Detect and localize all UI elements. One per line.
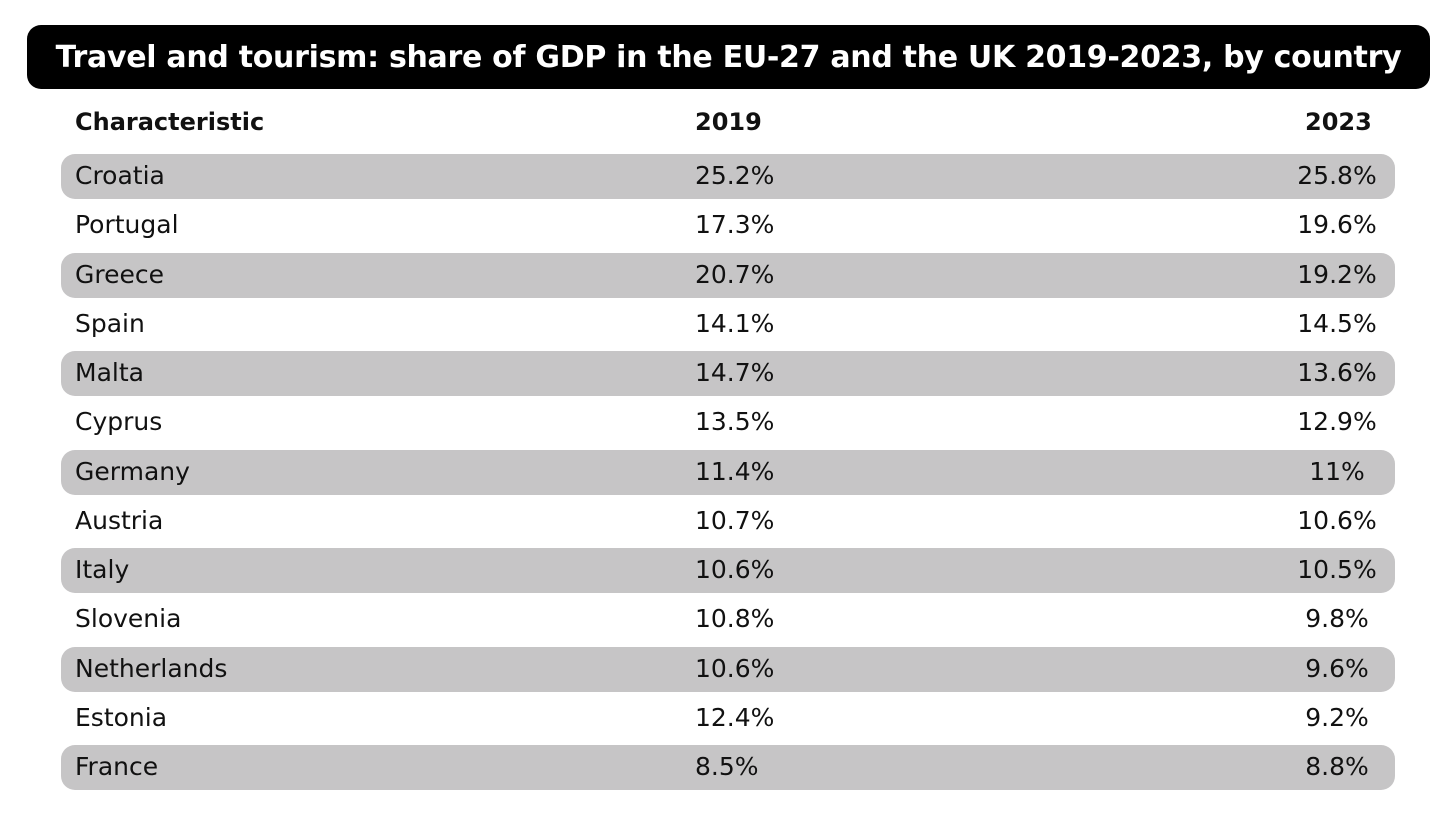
table-row: Spain 14.1% 14.5% (61, 302, 1395, 347)
country-name: Spain (75, 308, 145, 338)
country-name: Croatia (75, 161, 165, 190)
value-2019: 8.5% (695, 752, 759, 781)
country-name: Greece (75, 259, 164, 289)
value-2023: 19.2% (1297, 259, 1377, 289)
value-2023: 10.5% (1297, 555, 1377, 584)
value-2023: 13.6% (1297, 358, 1377, 387)
column-header-2023: 2023 (1305, 108, 1372, 136)
table-row: Slovenia 10.8% 9.8% (61, 597, 1395, 642)
country-name: Estonia (75, 702, 168, 732)
value-2023: 10.6% (1297, 505, 1377, 535)
column-header-2019: 2019 (695, 108, 762, 136)
value-2023: 11% (1309, 456, 1365, 486)
country-name: Slovenia (75, 604, 182, 634)
country-name: Italy (75, 555, 130, 584)
title-bar: Travel and tourism: share of GDP in the … (27, 25, 1430, 89)
table-row: France 8.5% 8.8% (61, 745, 1395, 790)
value-2019: 11.4% (695, 456, 775, 486)
value-2023: 14.5% (1297, 308, 1377, 338)
value-2019: 14.7% (695, 358, 775, 387)
country-name: France (75, 752, 159, 781)
table-row: Croatia 25.2% 25.8% (61, 154, 1395, 199)
value-2023: 9.2% (1305, 702, 1369, 732)
value-2019: 10.7% (695, 505, 775, 535)
table-row: Portugal 17.3% 19.6% (61, 203, 1395, 248)
country-name: Malta (75, 358, 144, 387)
value-2019: 10.6% (695, 653, 775, 683)
chart-title: Travel and tourism: share of GDP in the … (55, 39, 1402, 75)
country-name: Netherlands (75, 653, 228, 683)
value-2019: 17.3% (695, 210, 775, 240)
value-2019: 13.5% (695, 407, 775, 437)
table-row: Estonia 12.4% 9.2% (61, 696, 1395, 741)
table-row: Greece 20.7% 19.2% (61, 252, 1395, 298)
value-2019: 10.6% (695, 555, 775, 584)
table-row: Netherlands 10.6% 9.6% (61, 646, 1395, 692)
table-body: Croatia 25.2% 25.8% Portugal 17.3% 19.6%… (61, 154, 1395, 794)
table-row: Malta 14.7% 13.6% (61, 351, 1395, 396)
value-2023: 8.8% (1305, 752, 1369, 781)
value-2023: 25.8% (1297, 161, 1377, 190)
value-2019: 10.8% (695, 604, 775, 634)
table-row: Cyprus 13.5% 12.9% (61, 400, 1395, 445)
value-2023: 9.6% (1305, 653, 1369, 683)
value-2023: 9.8% (1305, 604, 1369, 634)
table-header: Characteristic 2019 2023 (61, 100, 1395, 144)
table-row: Austria 10.7% 10.6% (61, 499, 1395, 544)
table-row: Germany 11.4% 11% (61, 449, 1395, 495)
country-name: Austria (75, 505, 164, 535)
value-2019: 12.4% (695, 702, 775, 732)
column-header-characteristic: Characteristic (75, 108, 265, 136)
value-2019: 14.1% (695, 308, 775, 338)
country-name: Germany (75, 456, 190, 486)
table-row: Italy 10.6% 10.5% (61, 548, 1395, 593)
country-name: Cyprus (75, 407, 163, 437)
value-2019: 25.2% (695, 161, 775, 190)
country-name: Portugal (75, 210, 179, 240)
value-2023: 19.6% (1297, 210, 1377, 240)
value-2023: 12.9% (1297, 407, 1377, 437)
value-2019: 20.7% (695, 259, 775, 289)
